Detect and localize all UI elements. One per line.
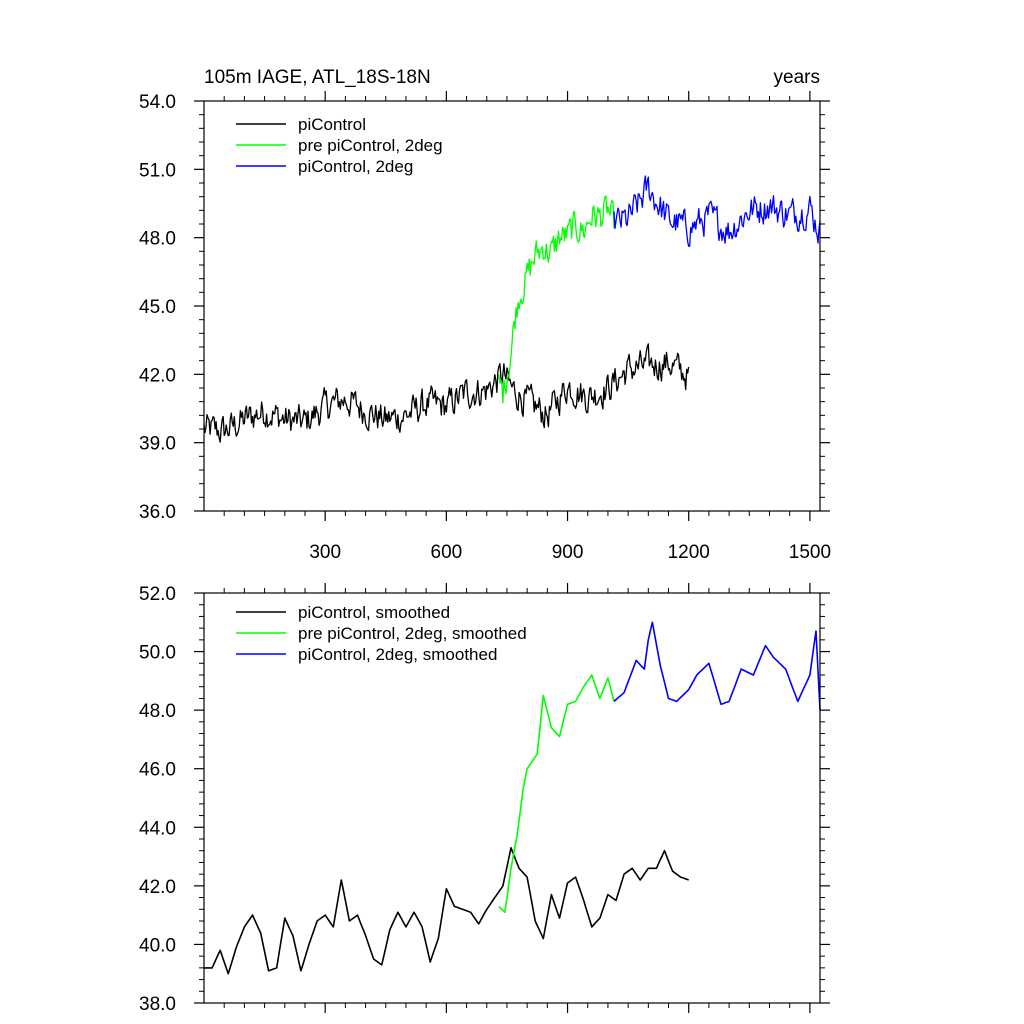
top-panel: 105m IAGE, ATL_18S-18N years 36.0 39.0 42.… [139, 67, 831, 563]
y-tick-label: 40.0 [139, 935, 176, 956]
y-tick-label: 42.0 [139, 365, 176, 386]
series-line-1 [498, 195, 615, 404]
legend-label-0: piControl, smoothed [298, 603, 450, 622]
x-tick-label: 1500 [789, 542, 831, 563]
y-tick-label: 39.0 [139, 434, 176, 455]
y-tick-label: 50.0 [139, 643, 176, 664]
series-line-2 [613, 621, 821, 711]
legend-label-2: piControl, 2deg [298, 157, 413, 176]
y-tick-label: 38.0 [139, 994, 176, 1015]
y-tick-label: 45.0 [139, 297, 176, 318]
y-tick-label: 52.0 [139, 584, 176, 605]
series-line-1 [498, 674, 615, 913]
legend-label-1: pre piControl, 2deg, smoothed [298, 624, 527, 643]
x-tick-label: 300 [309, 542, 341, 563]
legend-label-0: piControl [298, 115, 366, 134]
y-tick-label: 51.0 [139, 160, 176, 181]
bottom-panel-frame [203, 592, 821, 1004]
x-tick-label: 600 [431, 542, 463, 563]
series-line-2 [613, 175, 821, 248]
y-tick-label: 44.0 [139, 818, 176, 839]
series-line-0 [204, 847, 689, 975]
legend-label-1: pre piControl, 2deg [298, 136, 443, 155]
y-tick-label: 46.0 [139, 760, 176, 781]
top-panel-title: 105m IAGE, ATL_18S-18N [204, 67, 431, 88]
y-tick-label: 48.0 [139, 229, 176, 250]
top-panel-right-title: years [774, 67, 820, 88]
x-tick-label: 900 [552, 542, 584, 563]
y-tick-label: 54.0 [139, 92, 176, 113]
y-tick-label: 48.0 [139, 701, 176, 722]
x-tick-label: 1200 [668, 542, 710, 563]
bottom-panel: 38.0 40.0 42.0 44.0 46.0 48.0 50.0 52.0 piContr… [139, 583, 830, 1015]
top-panel-frame [203, 100, 821, 512]
y-tick-label: 42.0 [139, 877, 176, 898]
series-line-0 [203, 343, 690, 443]
legend-label-2: piControl, 2deg, smoothed [298, 645, 497, 664]
y-tick-label: 36.0 [139, 502, 176, 523]
